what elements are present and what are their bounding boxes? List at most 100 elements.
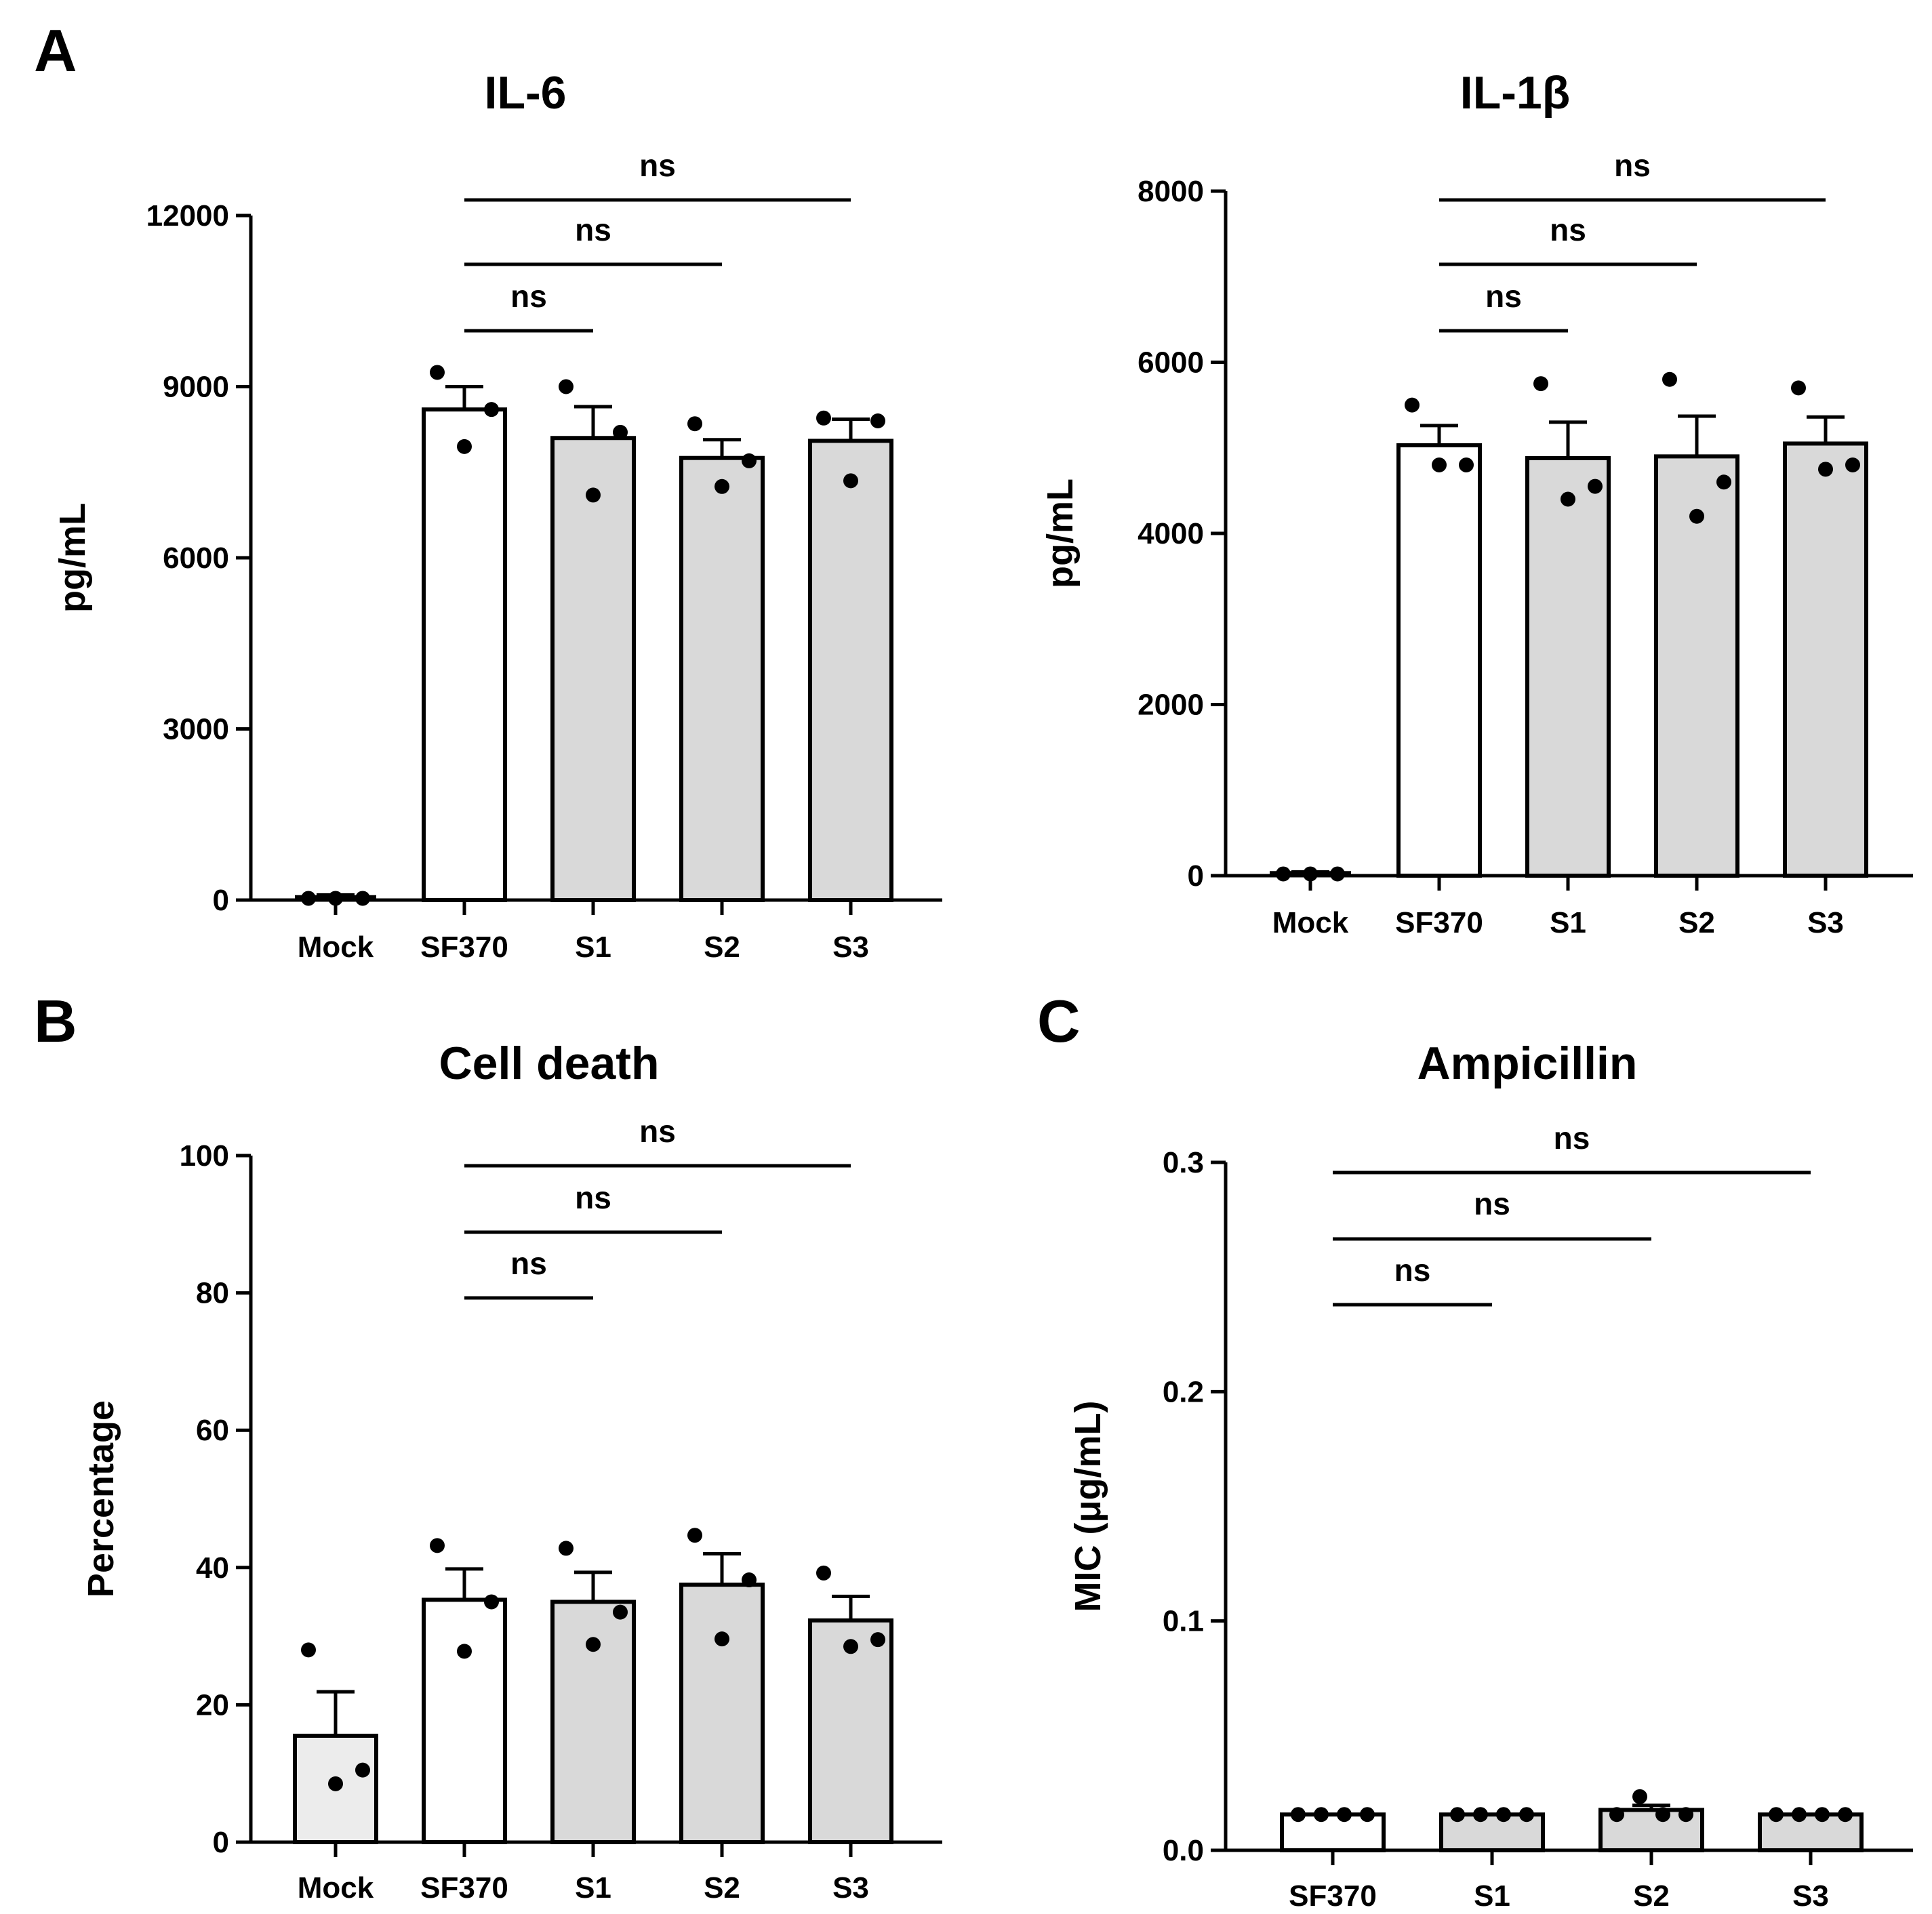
data-point-S2 [687,1528,702,1543]
bar-SF370 [422,407,507,902]
data-point-S3 [816,410,831,426]
data-point-S2 [1632,1789,1647,1804]
y-axis-title: MIC (μg/mL) [1068,1401,1108,1612]
x-tick-label: S3 [832,1871,869,1905]
data-point-Mock [301,1642,316,1658]
bar-S2 [1654,454,1739,878]
data-point-S2 [1662,371,1677,387]
bar-S3 [808,439,893,902]
significance-label: ns [1554,1120,1590,1156]
bar-S1 [550,436,636,902]
bar-S3 [1783,441,1868,878]
significance-label: ns [1485,279,1522,314]
x-tick-label: S2 [704,1871,740,1905]
data-point-Mock [328,891,343,906]
data-point-SF370 [1337,1807,1352,1823]
data-point-S2 [687,416,702,432]
data-point-SF370 [457,1644,472,1659]
x-tick-label: S1 [1550,906,1586,939]
x-tick-label: S1 [575,931,611,964]
y-tick-label: 8000 [1138,175,1204,208]
bar-SF370 [1396,443,1482,878]
data-point-S1 [559,379,573,394]
significance-label: ns [639,1114,676,1149]
data-point-S1 [1450,1807,1465,1823]
panel-letter-A: A [34,17,77,84]
data-point-SF370 [1459,457,1474,472]
y-tick-label: 6000 [1138,346,1204,380]
bar-S3 [808,1618,893,1845]
panel-letter-B: B [34,987,77,1055]
y-tick-label: 2000 [1138,689,1204,722]
x-tick-label: S2 [1678,906,1715,939]
x-tick-label: Mock [298,931,374,964]
data-point-Mock [328,1776,343,1791]
data-point-SF370 [1314,1807,1329,1823]
x-tick-label: S2 [704,931,740,964]
data-point-S3 [1815,1807,1830,1823]
chart-title: Cell death [439,1038,660,1089]
data-point-Mock [1303,866,1318,882]
data-point-S2 [742,453,757,468]
data-point-Mock [1330,866,1345,882]
y-tick-label: 0 [1188,859,1204,893]
data-point-S1 [1561,491,1575,507]
x-tick-label: Mock [298,1871,374,1905]
data-point-S2 [1609,1807,1624,1823]
bar-SF370 [422,1597,507,1844]
significance-label: ns [639,148,676,183]
significance-label: ns [575,212,611,247]
significance-label: ns [1394,1253,1431,1288]
bar-S1 [1525,455,1611,878]
y-tick-label: 100 [180,1139,229,1173]
y-tick-label: 12000 [146,199,229,232]
x-tick-label: S1 [575,1871,611,1905]
significance-label: ns [1550,212,1586,247]
significance-label: ns [510,1246,547,1281]
data-point-S2 [1689,508,1704,524]
data-point-SF370 [1432,457,1447,472]
x-tick-label: S3 [832,931,869,964]
data-point-S1 [1473,1807,1488,1823]
x-tick-label: Mock [1272,906,1349,939]
panel-letter-C: C [1037,987,1081,1055]
data-point-S2 [1678,1807,1693,1823]
data-point-S2 [742,1572,757,1588]
x-tick-label: SF370 [420,931,508,964]
data-point-S1 [1533,376,1548,392]
data-point-SF370 [1405,397,1420,413]
data-point-SF370 [430,365,445,380]
x-tick-label: SF370 [1289,1879,1377,1913]
data-point-SF370 [1360,1807,1375,1823]
data-point-S1 [1519,1807,1534,1823]
x-tick-label: S2 [1633,1879,1670,1913]
chart-title: IL-1β [1460,67,1570,119]
data-point-SF370 [430,1538,445,1553]
data-point-S1 [613,424,628,440]
data-point-Mock [1276,866,1291,882]
data-point-SF370 [484,402,499,418]
y-tick-label: 4000 [1138,517,1204,550]
bar-S2 [679,1583,765,1844]
data-point-S1 [1588,478,1603,494]
data-point-S3 [816,1565,831,1581]
data-point-S3 [1792,1807,1807,1823]
data-point-Mock [355,1762,370,1778]
data-point-S1 [1496,1807,1511,1823]
y-tick-label: 0.3 [1163,1146,1204,1179]
data-point-S2 [1655,1807,1670,1823]
y-tick-label: 3000 [163,713,229,746]
significance-label: ns [1474,1186,1510,1221]
data-point-S3 [843,1639,858,1654]
y-tick-label: 6000 [163,542,229,575]
chart-title: Ampicillin [1417,1038,1638,1089]
y-tick-label: 0.0 [1163,1834,1204,1867]
data-point-SF370 [457,439,472,454]
data-point-S3 [870,1632,885,1648]
y-axis-title: pg/mL [52,503,93,613]
y-tick-label: 0 [213,884,229,917]
significance-label: ns [510,279,547,314]
data-point-S2 [1716,474,1731,490]
x-tick-label: S1 [1474,1879,1510,1913]
